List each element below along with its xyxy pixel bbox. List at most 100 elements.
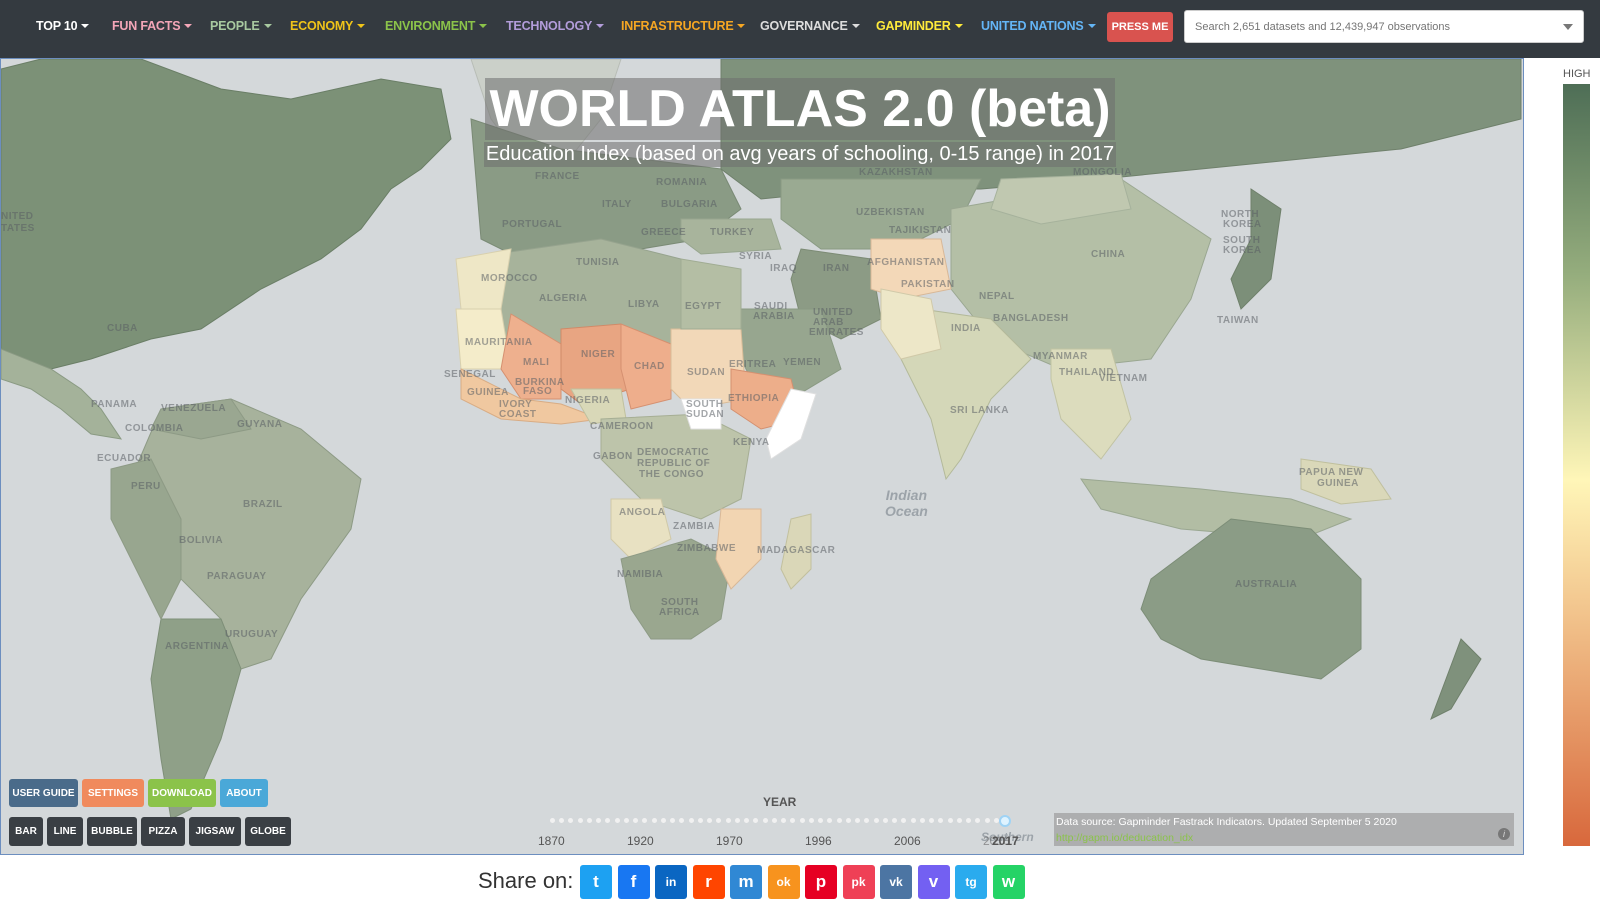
year-slider-dot[interactable]: [734, 818, 740, 823]
year-slider-dot[interactable]: [799, 818, 805, 823]
year-slider-dot[interactable]: [559, 818, 565, 823]
year-slider-dot[interactable]: [596, 818, 602, 823]
year-slider-dot[interactable]: [790, 818, 796, 823]
world-map[interactable]: NITED TATES FRANCE ROMANIA BULGARIA GREE…: [0, 58, 1524, 855]
label-south-korea: SOUTH: [1223, 235, 1261, 246]
download-button[interactable]: DOWNLOAD: [148, 779, 216, 807]
pinterest-share-icon[interactable]: p: [805, 865, 837, 899]
vk-share-icon[interactable]: vk: [880, 865, 912, 899]
year-slider-dot[interactable]: [827, 818, 833, 823]
nav-infrastructure[interactable]: INFRASTRUCTURE: [621, 19, 746, 33]
label-ecuador: ECUADOR: [97, 453, 152, 464]
year-slider-dot[interactable]: [697, 818, 703, 823]
year-slider-dot[interactable]: [818, 818, 824, 823]
search-input[interactable]: [1185, 11, 1555, 42]
bar-chart-button[interactable]: BAR: [9, 817, 43, 846]
year-slider-dot[interactable]: [762, 818, 768, 823]
year-slider-dot[interactable]: [975, 818, 981, 823]
whatsapp-share-icon[interactable]: w: [992, 865, 1025, 899]
nav-technology[interactable]: TECHNOLOGY: [506, 19, 605, 33]
year-label: YEAR: [763, 795, 797, 809]
year-slider-dot[interactable]: [855, 818, 861, 823]
chevron-down-icon: [263, 23, 272, 28]
year-slider-dot[interactable]: [919, 818, 925, 823]
year-slider-dot[interactable]: [929, 818, 935, 823]
nav-united-nations[interactable]: UNITED NATIONS: [981, 19, 1096, 33]
press-me-button[interactable]: PRESS ME: [1107, 12, 1173, 42]
year-slider-dot[interactable]: [568, 818, 574, 823]
year-slider-handle[interactable]: [999, 815, 1011, 827]
telegram-share-icon[interactable]: tg: [955, 865, 987, 899]
year-slider-dot[interactable]: [642, 818, 648, 823]
year-slider-dot[interactable]: [660, 818, 666, 823]
line-chart-button[interactable]: LINE: [47, 817, 83, 846]
reddit-share-icon[interactable]: r: [692, 865, 725, 899]
year-slider-dot[interactable]: [725, 818, 731, 823]
year-slider-dot[interactable]: [753, 818, 759, 823]
country-indonesia: [1080, 478, 1353, 540]
year-slider-dot[interactable]: [651, 818, 657, 823]
year-slider-dot[interactable]: [836, 818, 842, 823]
linkedin-share-icon[interactable]: in: [655, 865, 687, 899]
globe-button[interactable]: GLOBE: [245, 817, 291, 846]
nav-gapminder[interactable]: GAPMINDER: [876, 19, 963, 33]
year-slider-dot[interactable]: [577, 818, 583, 823]
year-slider-dot[interactable]: [633, 818, 639, 823]
year-slider-dot[interactable]: [771, 818, 777, 823]
year-slider-dot[interactable]: [864, 818, 870, 823]
year-slider-dot[interactable]: [586, 818, 592, 823]
mastodon-share-icon[interactable]: m: [730, 865, 762, 899]
viber-share-icon[interactable]: v: [917, 865, 950, 899]
label-drc-1: DEMOCRATIC: [637, 447, 710, 458]
year-slider-dot[interactable]: [892, 818, 898, 823]
year-slider-dot[interactable]: [614, 818, 620, 823]
year-slider-dot[interactable]: [605, 818, 611, 823]
year-slider-dot[interactable]: [947, 818, 953, 823]
nav-environment[interactable]: ENVIRONMENT: [385, 19, 488, 33]
year-slider-dot[interactable]: [744, 818, 750, 823]
year-slider-dot[interactable]: [688, 818, 694, 823]
year-slider-dot[interactable]: [984, 818, 990, 823]
data-source-link[interactable]: http://gapm.io/deducation_idx: [1056, 832, 1194, 844]
nav-economy[interactable]: ECONOMY: [290, 19, 366, 33]
year-slider-dot[interactable]: [956, 818, 962, 823]
chevron-down-icon[interactable]: [1563, 24, 1573, 30]
nav-fun-facts[interactable]: FUN FACTS: [112, 19, 193, 33]
nav-top10[interactable]: TOP 10: [36, 19, 90, 33]
year-slider-dot[interactable]: [910, 818, 916, 823]
year-slider-dot[interactable]: [901, 818, 907, 823]
odnoklassniki-share-icon[interactable]: ok: [767, 865, 800, 899]
pizza-chart-button[interactable]: PIZZA: [141, 817, 185, 846]
year-slider-dot[interactable]: [966, 818, 972, 823]
facebook-share-icon[interactable]: f: [617, 865, 650, 899]
about-button[interactable]: ABOUT: [220, 779, 268, 807]
year-slider-dot[interactable]: [781, 818, 787, 823]
year-slider-dot[interactable]: [938, 818, 944, 823]
year-slider-dot[interactable]: [670, 818, 676, 823]
chevron-down-icon: [81, 23, 90, 28]
year-slider-dot[interactable]: [808, 818, 814, 823]
year-slider-dot[interactable]: [845, 818, 851, 823]
year-slider-dot[interactable]: [550, 818, 555, 823]
settings-button[interactable]: SETTINGS: [82, 779, 144, 807]
search-box[interactable]: [1184, 10, 1584, 43]
year-slider-dot[interactable]: [993, 818, 999, 823]
chevron-down-icon: [737, 23, 746, 28]
year-slider-dot[interactable]: [882, 818, 888, 823]
year-slider-dot[interactable]: [716, 818, 722, 823]
year-slider-dot[interactable]: [873, 818, 879, 823]
nav-people[interactable]: PEOPLE: [210, 19, 272, 33]
user-guide-button[interactable]: USER GUIDE: [9, 779, 78, 807]
chevron-down-icon: [954, 23, 963, 28]
nav-governance[interactable]: GOVERNANCE: [760, 19, 860, 33]
year-tick: 2016: [983, 834, 1010, 848]
twitter-share-icon[interactable]: t: [580, 865, 612, 899]
chevron-down-icon: [1087, 23, 1096, 28]
bubble-chart-button[interactable]: BUBBLE: [87, 817, 137, 846]
year-slider-dot[interactable]: [623, 818, 629, 823]
jigsaw-button[interactable]: JIGSAW: [189, 817, 241, 846]
pocket-share-icon[interactable]: pk: [842, 865, 875, 899]
year-slider-dot[interactable]: [679, 818, 685, 823]
year-slider-dot[interactable]: [707, 818, 713, 823]
info-icon[interactable]: i: [1498, 828, 1510, 840]
